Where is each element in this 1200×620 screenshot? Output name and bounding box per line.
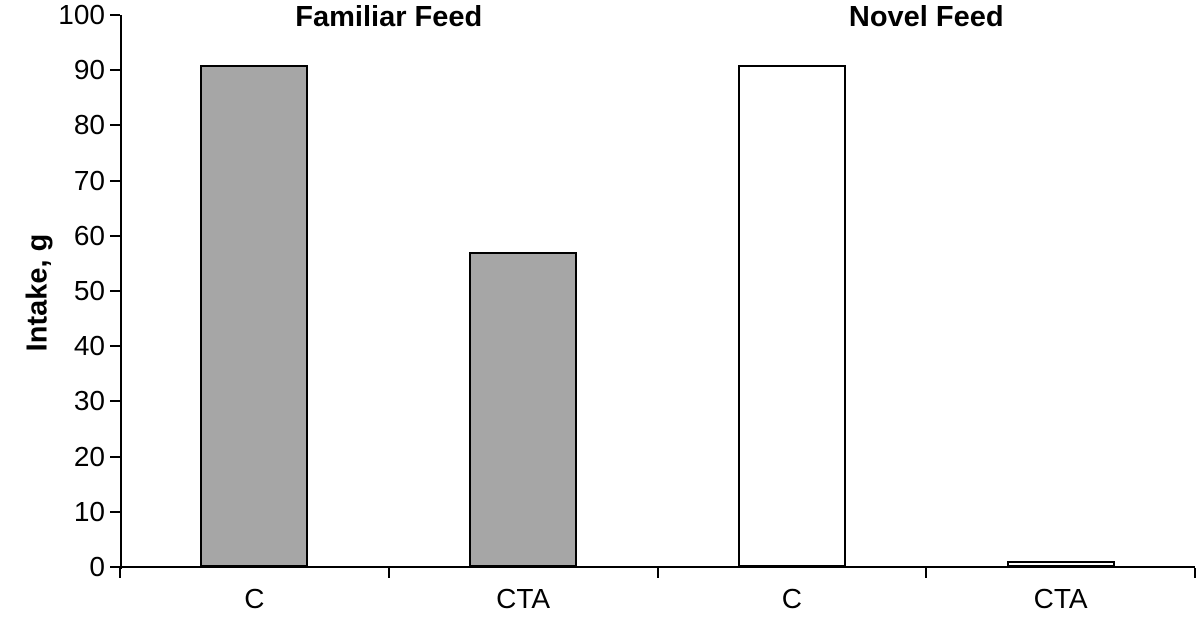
y-tick-mark — [110, 566, 120, 568]
y-tick-label: 0 — [89, 551, 105, 582]
x-tick-mark — [119, 568, 121, 578]
y-tick-mark — [110, 345, 120, 348]
y-axis — [120, 15, 122, 569]
y-tick-label: 40 — [73, 330, 105, 362]
y-tick-mark — [110, 124, 120, 127]
x-category-label: C — [244, 583, 265, 614]
y-tick-label: 100 — [58, 0, 105, 30]
y-tick-mark — [110, 510, 120, 513]
x-category-label: CTA — [1033, 583, 1088, 614]
y-tick-mark — [110, 234, 120, 237]
x-tick-mark — [387, 568, 390, 578]
bar-novel-feed-c — [737, 64, 846, 567]
y-tick-mark — [110, 179, 120, 182]
x-tick-mark — [1194, 568, 1196, 578]
y-tick-label: 90 — [73, 54, 105, 86]
y-tick-label: 50 — [73, 275, 105, 306]
x-tick-mark — [656, 568, 659, 578]
y-tick-mark — [110, 69, 120, 72]
x-category-label: CTA — [496, 583, 551, 614]
bar-familiar-feed-cta — [469, 252, 578, 567]
x-tick-mark — [925, 568, 928, 578]
x-category-label: C — [781, 583, 802, 614]
bar-novel-feed-cta — [1006, 561, 1115, 567]
group-title: Novel Feed — [848, 1, 1004, 33]
y-tick-label: 30 — [73, 385, 105, 417]
x-axis — [120, 566, 1195, 568]
y-tick-label: 20 — [73, 440, 105, 472]
y-tick-label: 80 — [73, 109, 105, 141]
bar-familiar-feed-c — [200, 64, 309, 567]
y-tick-mark — [110, 455, 120, 458]
group-title: Familiar Feed — [295, 1, 483, 33]
y-tick-mark — [110, 400, 120, 403]
y-tick-mark — [110, 14, 120, 16]
y-tick-mark — [110, 290, 120, 292]
y-tick-label: 70 — [73, 164, 105, 196]
y-tick-label: 60 — [73, 219, 105, 251]
y-tick-label: 10 — [73, 495, 105, 527]
